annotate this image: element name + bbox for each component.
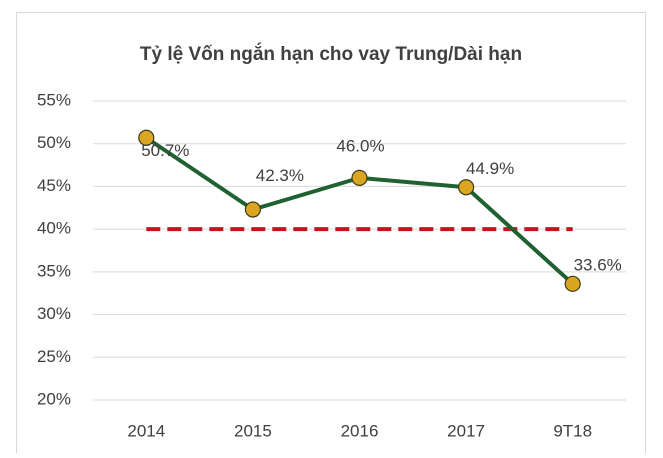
marker <box>138 129 155 146</box>
marker <box>458 179 475 196</box>
x-tick-label: 2015 <box>234 421 272 440</box>
y-tick-label: 40% <box>37 219 71 238</box>
y-tick-label: 25% <box>37 347 71 366</box>
marker <box>351 169 368 186</box>
y-tick-label: 50% <box>37 133 71 152</box>
y-tick-label: 20% <box>37 389 71 408</box>
x-tick-label: 2014 <box>127 421 165 440</box>
y-tick-label: 55% <box>37 90 71 109</box>
data-label: 44.9% <box>466 159 514 178</box>
x-tick-label: 9T18 <box>553 421 592 440</box>
x-tick-label: 2017 <box>447 421 485 440</box>
data-label: 42.3% <box>256 166 304 185</box>
data-label: 50.7% <box>141 141 189 160</box>
chart-border <box>16 12 646 458</box>
data-label: 33.6% <box>574 255 622 274</box>
y-tick-label: 35% <box>37 261 71 280</box>
y-tick-label: 45% <box>37 176 71 195</box>
marker <box>564 275 581 292</box>
data-label: 46.0% <box>336 136 384 155</box>
y-tick-label: 30% <box>37 304 71 323</box>
chart-title: Tỷ lệ Vốn ngắn hạn cho vay Trung/Dài hạn <box>140 43 522 65</box>
x-tick-label: 2016 <box>341 421 379 440</box>
marker <box>244 201 261 218</box>
